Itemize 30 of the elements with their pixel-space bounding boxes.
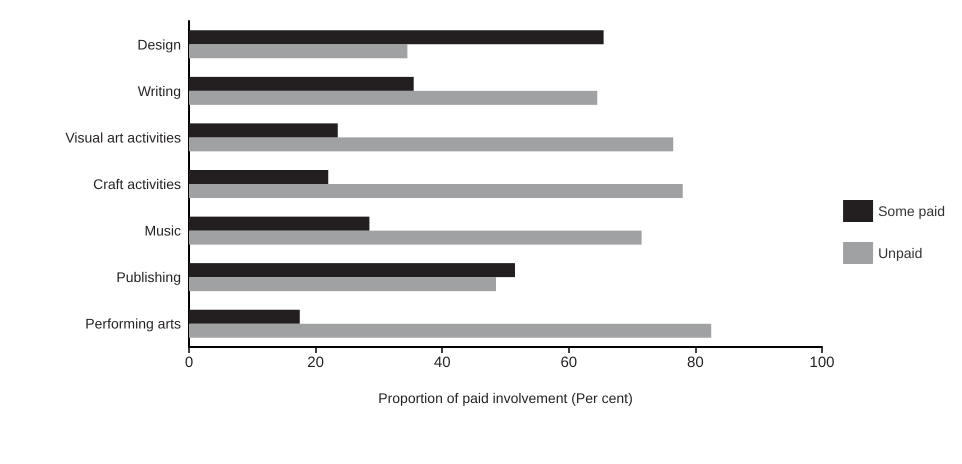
bar (189, 324, 712, 338)
bar (189, 277, 496, 292)
x-tick-label: 0 (184, 354, 194, 371)
bar (189, 263, 515, 278)
y-tick-label: Music (144, 222, 181, 239)
x-axis-title: Proportion of paid involvement (Per cent) (378, 390, 633, 406)
y-tick-label: Writing (138, 82, 181, 99)
bar (189, 90, 598, 105)
x-tick-label: 20 (307, 354, 324, 371)
y-tick-label: Craft activities (93, 176, 181, 192)
bar (189, 76, 414, 91)
bar (189, 310, 300, 324)
bar (189, 44, 408, 58)
bar (189, 216, 370, 231)
bar (189, 137, 674, 152)
x-tick-label: 40 (434, 354, 451, 371)
bar (189, 30, 604, 44)
y-tick-label: Visual art activities (65, 129, 181, 146)
bar (189, 184, 683, 198)
y-tick-label: Performing arts (85, 316, 181, 332)
x-tick-label: 60 (560, 354, 578, 371)
y-tick-label: Publishing (116, 269, 181, 286)
x-tick-label: 80 (687, 354, 704, 371)
x-tick-label: 100 (809, 354, 835, 371)
bar (189, 170, 328, 184)
bar (189, 230, 642, 245)
y-tick-label: Design (137, 36, 181, 52)
bar (189, 123, 338, 138)
legend-label: Unpaid (878, 245, 922, 261)
legend-label: Some paid (878, 203, 946, 219)
